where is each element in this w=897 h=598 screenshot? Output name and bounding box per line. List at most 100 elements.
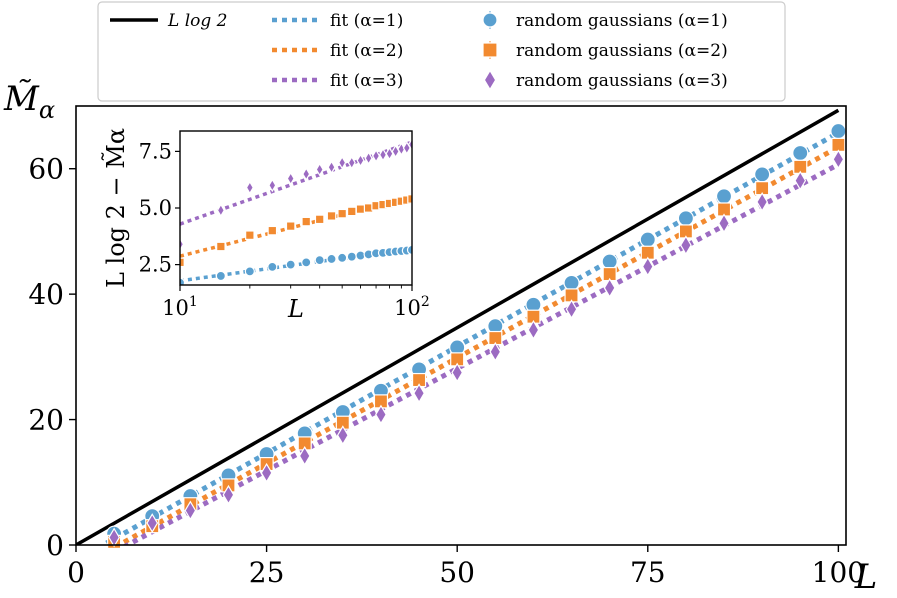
inset-data-point xyxy=(337,208,347,219)
inset-data-point xyxy=(180,237,185,252)
legend-entry: fit (α=3) xyxy=(272,71,403,91)
inset-series-1 xyxy=(180,244,412,285)
inset-y-tick-label: 5.0 xyxy=(139,196,172,220)
data-point xyxy=(603,277,616,298)
inset-data-point xyxy=(301,257,312,268)
data-point xyxy=(451,362,464,383)
inset-data-point xyxy=(285,259,296,270)
legend-label: random gaussians (α=1) xyxy=(516,11,728,31)
inset-data-point xyxy=(407,137,412,152)
y-tick-label: 60 xyxy=(28,153,64,186)
data-point xyxy=(718,213,730,234)
x-axis-label: L xyxy=(854,557,878,597)
inset-data-point xyxy=(302,167,311,181)
inset-data-point xyxy=(285,221,296,231)
legend-entry: L log 2 xyxy=(110,11,227,31)
inset-data-point xyxy=(245,180,254,195)
data-point xyxy=(184,500,197,521)
legend-box xyxy=(97,1,786,102)
inset-data-point xyxy=(327,160,336,175)
legend-label: random gaussians (α=3) xyxy=(516,71,728,91)
inset-data-point xyxy=(372,149,381,163)
y-tick-label: 0 xyxy=(46,529,64,562)
legend-entry: fit (α=2) xyxy=(272,41,403,61)
inset-data-point xyxy=(355,204,366,214)
x-tick-label: 25 xyxy=(249,556,285,589)
legend-label: fit (α=3) xyxy=(330,71,403,91)
inset-data-point xyxy=(180,277,186,285)
inset-x-tick-label: 102 xyxy=(394,294,430,320)
inset-data-point xyxy=(356,153,365,168)
data-point xyxy=(260,462,273,483)
inset-data-point xyxy=(267,261,278,272)
reference-line xyxy=(76,108,840,545)
inset-data-point xyxy=(378,147,388,162)
data-point xyxy=(563,274,580,291)
x-tick-label: 0 xyxy=(67,556,85,589)
legend-entry: random gaussians (α=3) xyxy=(483,69,728,91)
data-point xyxy=(222,484,235,505)
data-point xyxy=(108,527,121,548)
data-point xyxy=(336,425,349,446)
inset-data-area xyxy=(180,137,412,285)
x-tick-label: 75 xyxy=(630,556,666,589)
inset-x-tick-label: 101 xyxy=(162,294,198,320)
inset-data-point xyxy=(286,171,295,186)
data-point xyxy=(375,404,387,425)
inset-y-tick-label: 2.5 xyxy=(139,253,172,277)
main-plot: 0 25 50 75 100 0 20 40 60 L M̃α xyxy=(3,79,877,597)
x-tick-label: 50 xyxy=(439,556,475,589)
inset-data-point xyxy=(326,253,337,265)
data-point xyxy=(639,231,656,248)
legend-swatch xyxy=(482,12,498,28)
legend-label: random gaussians (α=2) xyxy=(516,41,728,61)
data-point xyxy=(641,256,654,277)
y-axis-label: M̃α xyxy=(3,79,55,124)
inset-data-point xyxy=(215,270,226,282)
data-point xyxy=(527,319,540,340)
data-point xyxy=(715,188,733,205)
inset-data-point xyxy=(216,241,226,252)
data-point xyxy=(754,166,771,183)
y-tick-label: 20 xyxy=(28,404,64,437)
inset-data-point xyxy=(385,146,394,161)
inset-data-point xyxy=(337,252,348,263)
legend-swatch xyxy=(482,42,498,58)
inset-series-2 xyxy=(180,194,412,268)
inset-series-3 xyxy=(180,137,412,252)
inset-plot: 2.5 5.0 7.5 101 102 L L log 2 − M̃α xyxy=(102,123,430,337)
inset-data-point xyxy=(268,178,277,193)
inset-data-point xyxy=(244,266,255,277)
legend-entry: fit (α=1) xyxy=(272,11,403,31)
inset-data-point xyxy=(245,230,255,240)
legend: L log 2 fit (α=1) fit (α=2) fit (α=3) random… xyxy=(97,1,786,102)
legend-entry: random gaussians (α=1) xyxy=(482,11,728,31)
inset-data-point xyxy=(301,216,312,227)
inset-data-point xyxy=(346,251,357,262)
data-point xyxy=(830,122,847,140)
fit-line-3 xyxy=(122,162,840,545)
inset-data-point xyxy=(326,211,337,221)
data-point xyxy=(489,341,502,362)
inset-data-point xyxy=(314,254,325,266)
data-point xyxy=(565,299,578,320)
data-point xyxy=(680,235,692,256)
legend-label: fit (α=1) xyxy=(330,11,403,31)
data-point xyxy=(298,445,311,466)
main-data-area xyxy=(76,108,840,545)
data-point xyxy=(677,210,695,227)
main-frame xyxy=(75,105,847,546)
y-tick-label: 40 xyxy=(28,278,64,311)
data-point xyxy=(601,253,618,270)
series-3 xyxy=(108,149,845,548)
inset-data-point xyxy=(216,203,225,218)
data-point xyxy=(756,192,769,212)
data-point xyxy=(832,149,845,170)
inset-data-point xyxy=(315,162,324,177)
inset-data-point xyxy=(346,206,357,217)
inset-data-point xyxy=(347,155,356,170)
legend-label: fit (α=2) xyxy=(330,41,403,61)
legend-swatch xyxy=(483,69,497,91)
inset-y-axis-label: L log 2 − M̃α xyxy=(102,128,130,288)
inset-data-point xyxy=(406,244,412,255)
